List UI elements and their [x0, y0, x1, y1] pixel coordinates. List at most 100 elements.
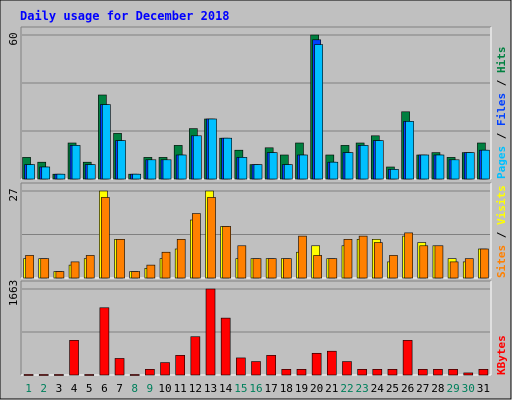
bar-pages-day-2	[41, 166, 51, 180]
bar-sites-day-2	[40, 258, 50, 279]
xtick-day-26: 26	[401, 382, 414, 395]
bar-pages-day-9	[147, 159, 157, 180]
bar-pages-day-4	[71, 145, 81, 180]
bar-pages-day-19	[299, 154, 308, 180]
xtick-day-2: 2	[40, 382, 47, 395]
bar-sites-day-22	[343, 239, 353, 279]
bar-sites-day-11	[176, 239, 186, 279]
legend-entry: Pages	[495, 146, 508, 179]
bar-pages-day-14	[223, 137, 232, 180]
bar-kbytes-day-6	[99, 307, 110, 376]
bar-kbytes-day-31	[478, 369, 489, 376]
bar-kbytes-day-30	[463, 372, 474, 376]
bar-kbytes-day-15	[236, 357, 246, 376]
bar-kbytes-day-29	[448, 369, 458, 376]
xtick-day-8: 8	[131, 382, 138, 395]
bar-kbytes-day-5	[84, 374, 95, 376]
xtick-day-19: 19	[295, 382, 308, 395]
bar-kbytes-day-13	[205, 288, 216, 376]
legend-entry: /	[495, 225, 508, 245]
xtick-day-25: 25	[386, 382, 399, 395]
legend-entry: Sites	[495, 245, 508, 278]
bar-pages-day-7	[117, 140, 126, 180]
bar-pages-day-25	[390, 169, 399, 180]
bar-kbytes-day-8	[129, 374, 140, 376]
bar-kbytes-day-2	[38, 374, 49, 376]
bar-sites-day-25	[389, 255, 398, 279]
bar-pages-day-3	[56, 173, 66, 180]
bar-pages-day-13	[208, 118, 217, 180]
chart-title: Daily usage for December 2018	[20, 9, 230, 23]
bar-kbytes-day-7	[114, 358, 125, 376]
xtick-day-1: 1	[25, 382, 32, 395]
bar-sites-day-30	[464, 258, 474, 279]
xtick-day-22: 22	[340, 382, 353, 395]
bar-sites-day-10	[161, 251, 171, 279]
bar-sites-day-9	[146, 264, 156, 279]
bar-sites-day-29	[449, 261, 459, 279]
xtick-day-30: 30	[462, 382, 475, 395]
ytick-max-visits: 27	[7, 188, 20, 201]
xtick-day-11: 11	[174, 382, 187, 395]
xtick-day-20: 20	[310, 382, 323, 395]
bar-kbytes-day-10	[160, 362, 170, 376]
bar-pages-day-15	[238, 157, 248, 180]
bar-sites-day-5	[85, 255, 95, 279]
xtick-day-24: 24	[371, 382, 385, 395]
xtick-day-13: 13	[204, 382, 217, 395]
bar-kbytes-day-9	[145, 369, 155, 376]
bar-sites-day-8	[131, 271, 141, 279]
xtick-day-10: 10	[158, 382, 171, 395]
bar-sites-day-14	[222, 226, 231, 279]
bar-sites-day-18	[283, 258, 292, 279]
xtick-day-12: 12	[189, 382, 202, 395]
bar-kbytes-day-21	[327, 350, 337, 376]
ytick-max-kbytes: 1663	[7, 280, 20, 307]
bar-sites-day-20	[313, 255, 322, 279]
bar-kbytes-day-22	[342, 361, 352, 376]
bar-kbytes-day-12	[190, 336, 201, 376]
bar-pages-day-23	[359, 145, 369, 180]
bar-kbytes-day-24	[372, 369, 383, 376]
xtick-day-7: 7	[116, 382, 123, 395]
bar-pages-day-5	[86, 164, 96, 180]
legend-entry: Visits	[495, 185, 508, 225]
legend-visits: Sites / Visits	[495, 185, 508, 278]
legend-entry: /	[495, 126, 508, 146]
bar-kbytes-day-14	[220, 317, 231, 376]
xtick-day-17: 17	[265, 382, 278, 395]
bar-sites-day-21	[328, 258, 338, 279]
bar-pages-day-27	[420, 154, 430, 180]
bar-kbytes-day-27	[417, 369, 428, 376]
bar-pages-day-12	[193, 135, 202, 180]
legend-kbytes: KBytes	[495, 335, 508, 375]
bar-sites-day-4	[70, 261, 80, 279]
bar-sites-day-1	[25, 255, 34, 279]
bar-sites-day-17	[267, 258, 277, 279]
bar-kbytes-day-23	[357, 369, 367, 376]
bar-sites-day-15	[237, 245, 247, 279]
xtick-day-31: 31	[477, 382, 490, 395]
xtick-day-9: 9	[147, 382, 154, 395]
xtick-day-15: 15	[234, 382, 247, 395]
bar-pages-day-18	[284, 164, 293, 180]
bar-pages-day-6	[102, 104, 111, 180]
xtick-day-18: 18	[280, 382, 293, 395]
bar-kbytes-day-11	[175, 355, 185, 376]
legend-entry: KBytes	[495, 335, 508, 375]
bar-sites-day-12	[192, 213, 201, 279]
bar-kbytes-day-16	[251, 361, 261, 376]
bar-sites-day-16	[252, 258, 262, 279]
xtick-day-29: 29	[446, 382, 459, 395]
xtick-day-6: 6	[101, 382, 108, 395]
xtick-day-3: 3	[56, 382, 63, 395]
plot-area-kbytes	[21, 281, 491, 375]
bar-kbytes-day-1	[23, 374, 34, 376]
xtick-day-27: 27	[416, 382, 429, 395]
bar-kbytes-day-25	[387, 369, 398, 376]
bar-kbytes-day-4	[69, 340, 79, 376]
bar-sites-day-6	[101, 197, 110, 279]
xtick-day-4: 4	[71, 382, 78, 395]
legend-entry: /	[495, 73, 508, 93]
